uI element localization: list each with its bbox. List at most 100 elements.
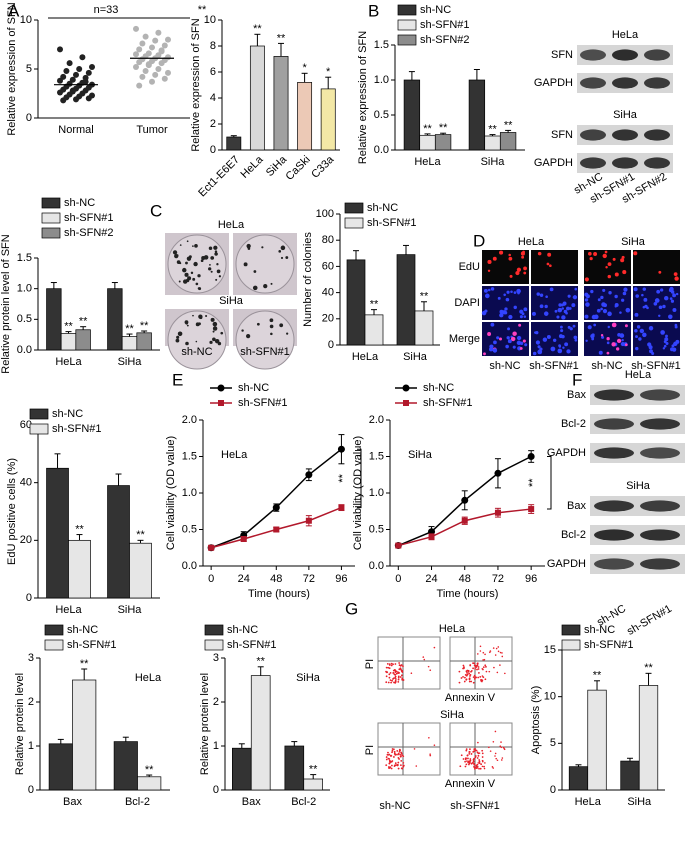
- event: [466, 754, 469, 757]
- colony: [241, 329, 244, 332]
- point: [136, 82, 143, 89]
- series-line: [398, 508, 532, 547]
- colony: [194, 244, 198, 248]
- event: [459, 765, 462, 768]
- cell: [649, 349, 653, 354]
- legend-swatch: [397, 19, 417, 31]
- legend-swatch: [561, 624, 581, 636]
- event: [468, 752, 471, 755]
- event: [394, 663, 397, 665]
- cell: [487, 332, 492, 336]
- event: [400, 764, 402, 767]
- cell: [522, 339, 526, 343]
- cell: [535, 340, 541, 345]
- cell: [665, 341, 669, 345]
- x-tick-label: Bcl-2: [291, 796, 316, 808]
- event: [485, 670, 488, 673]
- legend-swatch: [344, 217, 364, 229]
- event: [401, 767, 404, 770]
- cell: [516, 335, 522, 341]
- cell: [584, 298, 589, 302]
- cell: [584, 277, 589, 282]
- blot-row-label: GAPDH: [547, 447, 586, 459]
- cell: [513, 305, 517, 310]
- colony: [193, 261, 198, 267]
- event: [394, 679, 397, 682]
- y-tick-label: 0.0: [17, 344, 32, 356]
- significance: **: [644, 662, 653, 674]
- cell: [524, 343, 528, 347]
- colony: [246, 334, 251, 339]
- event: [390, 681, 393, 684]
- event: [477, 666, 480, 668]
- legend-label: sh-SFN#1: [238, 397, 288, 409]
- cell: [496, 336, 500, 340]
- event: [391, 760, 394, 762]
- event: [482, 659, 484, 661]
- event: [429, 753, 431, 755]
- event: [489, 651, 491, 654]
- colony: [278, 250, 282, 253]
- cell: [674, 276, 679, 281]
- bar: [484, 135, 501, 151]
- colony: [197, 274, 201, 278]
- point: [63, 67, 70, 74]
- y-tick-label: 2.0: [182, 414, 197, 426]
- y-tick-label: 0.5: [374, 109, 389, 121]
- cell: [560, 329, 564, 333]
- x-tick-label: 72: [303, 573, 315, 585]
- cell: [490, 287, 495, 291]
- marker: [494, 469, 502, 477]
- event: [385, 671, 388, 674]
- x-tick-label: HeLa: [238, 153, 266, 181]
- cell: [634, 312, 639, 317]
- point: [145, 61, 152, 68]
- bar: [68, 539, 91, 599]
- event: [397, 678, 400, 681]
- event: [476, 662, 479, 665]
- point: [136, 59, 143, 66]
- blot-row-label: SFN: [551, 129, 573, 141]
- event: [473, 674, 476, 677]
- event: [388, 758, 391, 760]
- blot-band: [594, 558, 634, 570]
- axis-label: Annexin V: [445, 692, 496, 704]
- event: [483, 765, 485, 768]
- y-tick-label: 60: [20, 419, 32, 431]
- x-tick-label: Bcl-2: [125, 796, 150, 808]
- event: [478, 760, 481, 763]
- legend-label: sh-SFN#1: [367, 217, 417, 229]
- cell: [606, 341, 610, 345]
- x-tick-label: 24: [425, 573, 437, 585]
- colony: [186, 240, 189, 243]
- event: [463, 680, 466, 683]
- bar: [107, 288, 123, 351]
- y-tick-label: 40: [322, 287, 334, 299]
- lane-label: sh-SFN#1: [625, 603, 674, 638]
- event: [399, 753, 402, 756]
- significance: **: [136, 529, 145, 541]
- bar: [136, 332, 152, 351]
- event: [475, 764, 478, 767]
- event: [477, 676, 480, 679]
- y-tick-label: 0: [26, 112, 32, 124]
- event: [394, 764, 396, 767]
- significance: **: [140, 320, 149, 332]
- cell: [660, 330, 665, 335]
- cell: [658, 270, 662, 274]
- event: [473, 750, 475, 753]
- cell: [591, 314, 597, 320]
- cell: [487, 288, 491, 292]
- event: [496, 671, 499, 674]
- flow-plot: [377, 722, 441, 776]
- event: [394, 678, 397, 680]
- event: [478, 767, 480, 770]
- blot-cell-label: HeLa: [625, 369, 652, 381]
- y-tick-label: 3: [213, 652, 219, 664]
- cell: [670, 299, 675, 303]
- event: [472, 667, 474, 670]
- event: [464, 760, 466, 763]
- event: [502, 746, 505, 749]
- point: [158, 47, 165, 54]
- cell: [507, 327, 511, 331]
